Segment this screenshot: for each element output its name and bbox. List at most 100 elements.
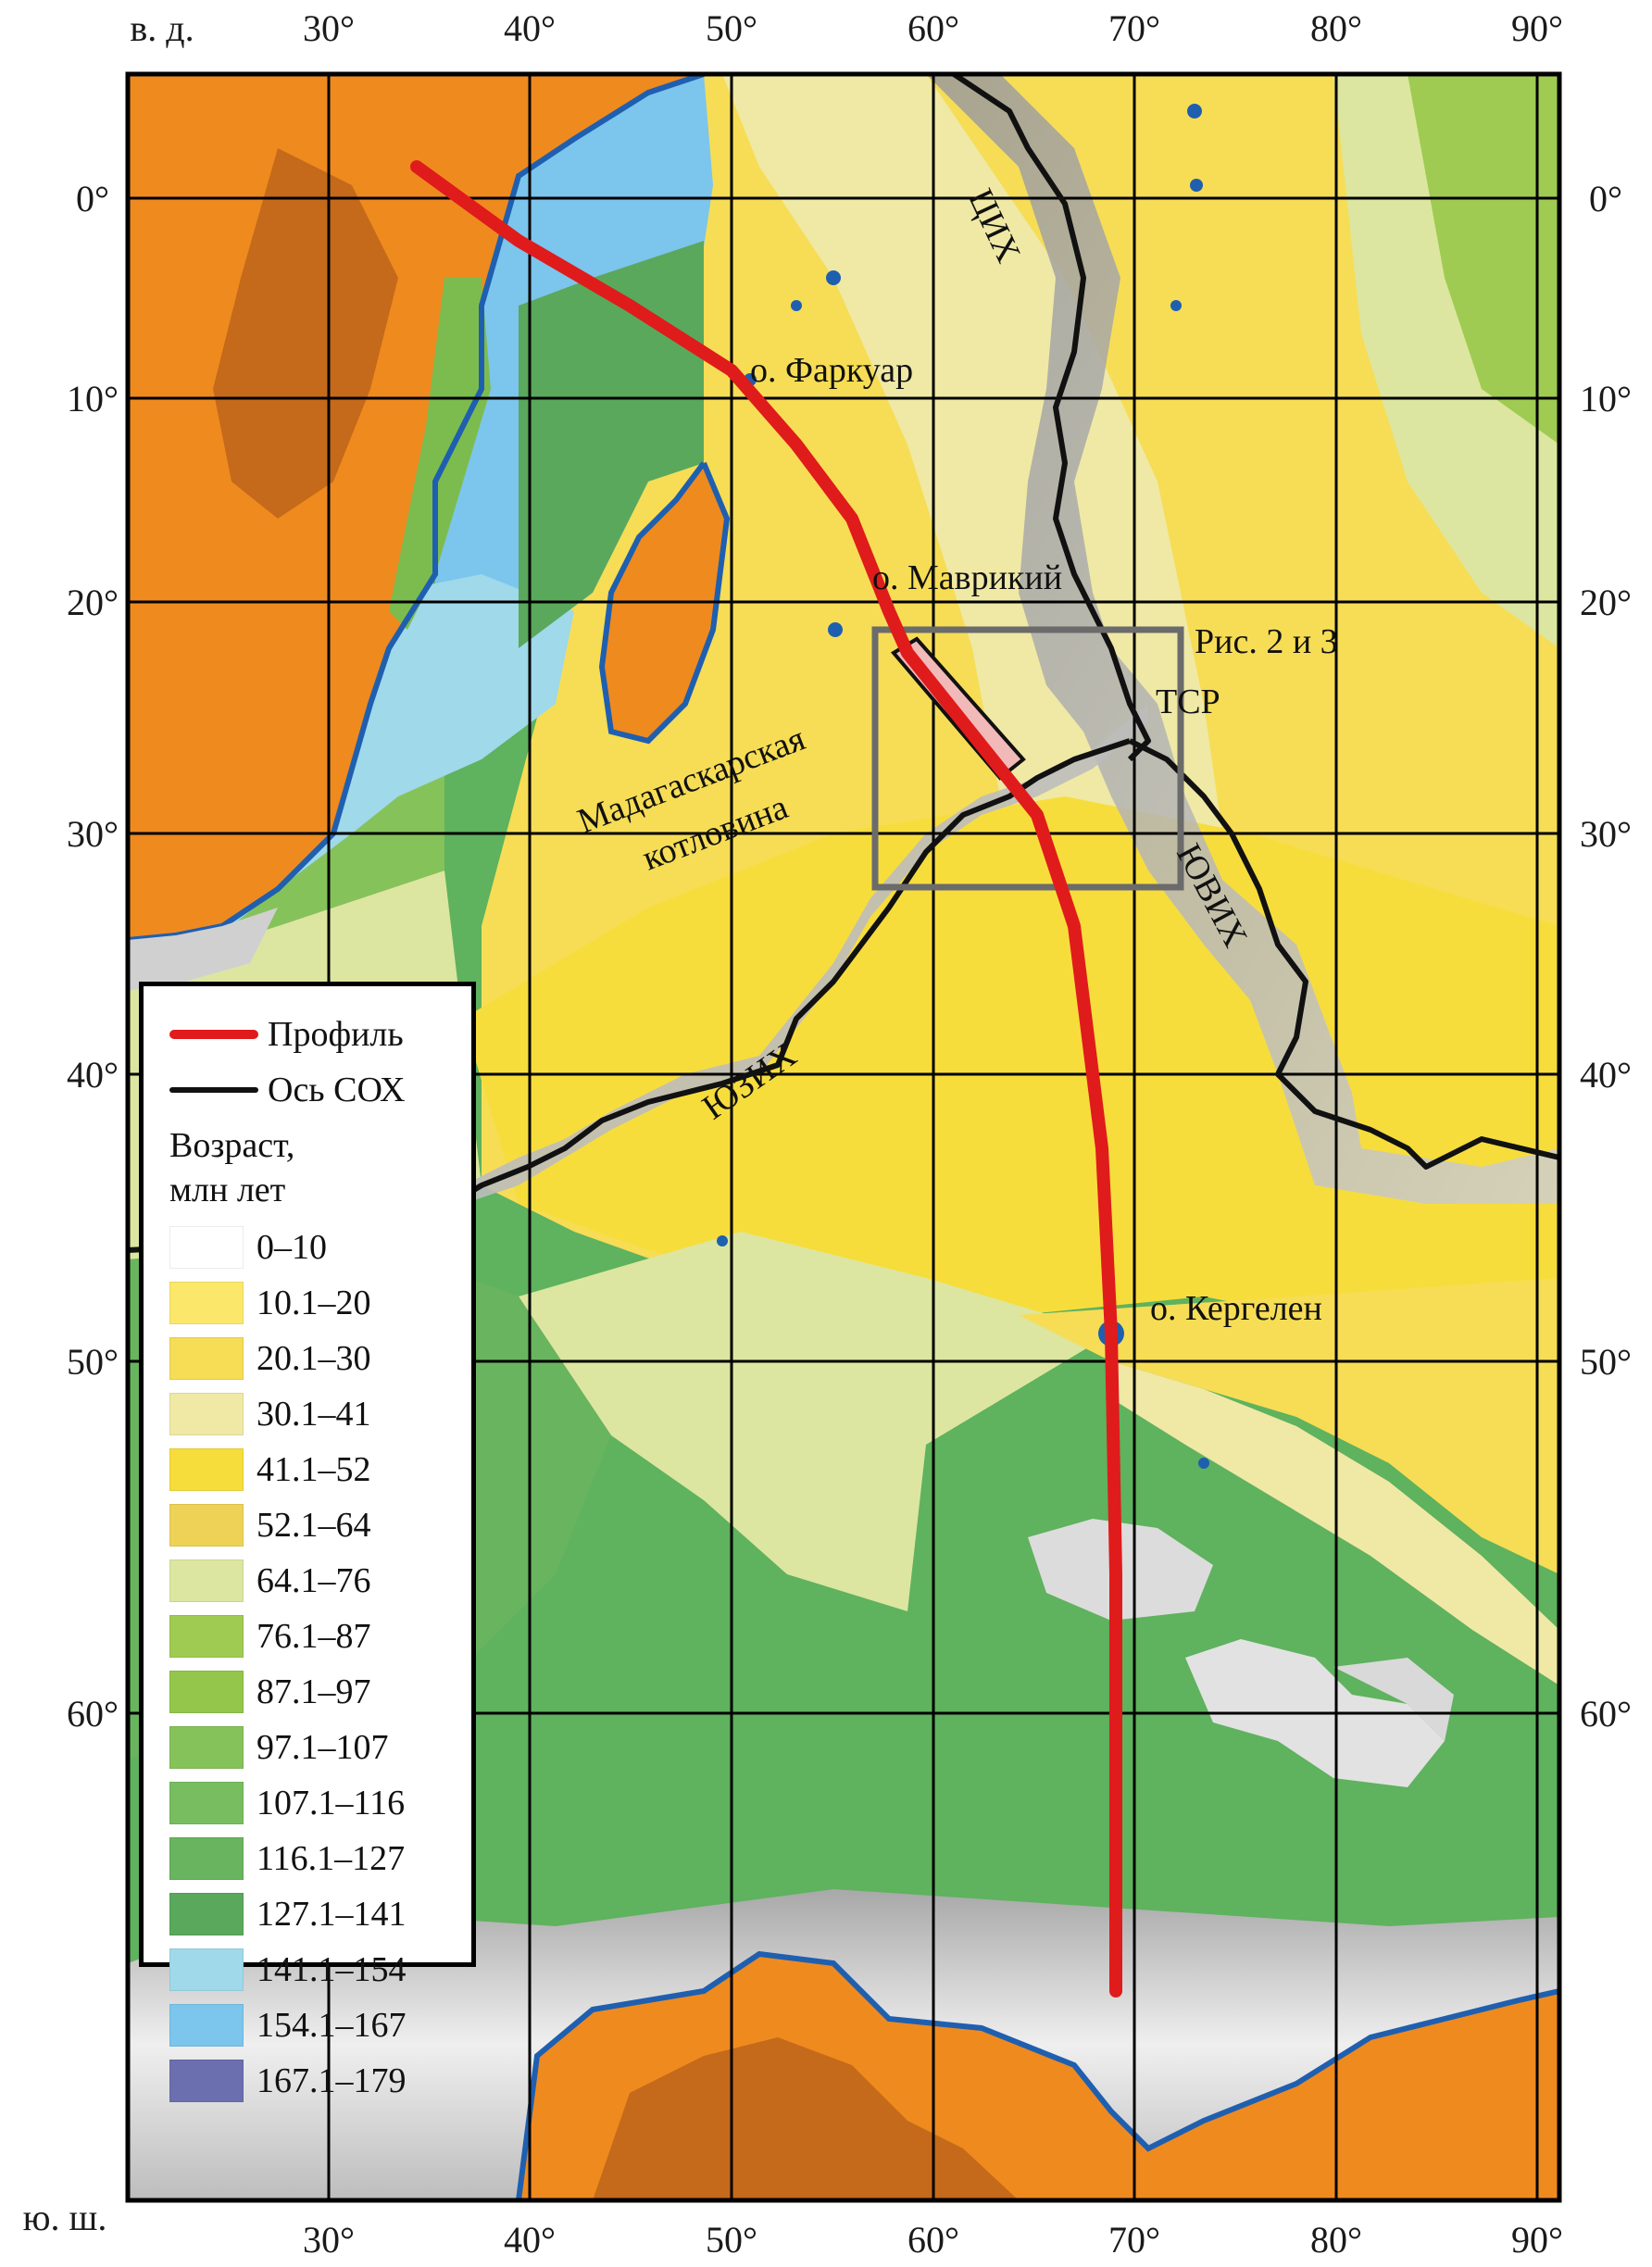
legend-age-row: 107.1–116: [169, 1775, 453, 1831]
legend-axis: Ось СОХ: [169, 1062, 453, 1118]
legend-age-swatch: [169, 1948, 244, 1991]
legend-age-row: 30.1–41: [169, 1386, 453, 1442]
longitude-label-top: 40°: [504, 7, 556, 49]
island-dot: [1170, 300, 1182, 311]
bottom-left-corner-label: ю. ш.: [23, 2197, 107, 2238]
legend-age-swatch: [169, 1615, 244, 1658]
legend-age-list: 0–10 10.1–20 20.1–30 30.1–41 41.1–52 52.1–64 6…: [169, 1220, 453, 2109]
antarctica-coast: [516, 1950, 1559, 2200]
longitude-label-bottom: 50°: [706, 2219, 757, 2261]
legend-age-label: 30.1–41: [257, 1395, 371, 1434]
label-farquhar: о. Фаркуар: [750, 351, 913, 390]
age-band-yellow-mid: [463, 796, 1559, 1334]
legend-age-title-line1: Возраст,: [169, 1126, 295, 1165]
age-band-yellow-south: [1019, 1278, 1559, 1574]
legend-age-swatch: [169, 1226, 244, 1269]
legend-axis-swatch: [169, 1087, 258, 1093]
longitude-label-top: 30°: [303, 7, 355, 49]
legend-age-row: 154.1–167: [169, 1998, 453, 2053]
legend-age-row: 87.1–97: [169, 1664, 453, 1720]
age-band-pale-mid: [519, 1232, 1111, 1611]
island-dot: [1198, 1458, 1209, 1469]
legend-age-row: 76.1–87: [169, 1609, 453, 1664]
legend-age-label: 116.1–127: [257, 1839, 406, 1878]
legend-age-swatch: [169, 1448, 244, 1491]
legend-age-label: 0–10: [257, 1228, 327, 1267]
latitude-label-left: 60°: [67, 1693, 119, 1735]
island-dot: [717, 1235, 728, 1246]
latitude-label-left: 50°: [67, 1341, 119, 1383]
cih-gray-zone: [926, 74, 1559, 1204]
south-africa-gray: [128, 908, 278, 991]
latitude-label-left: 40°: [67, 1054, 119, 1096]
legend-profile: Профиль: [169, 1007, 453, 1062]
island-dot: [1187, 104, 1202, 119]
longitude-label-top: 70°: [1108, 7, 1160, 49]
mauritius-dot: [828, 622, 843, 637]
label-mauritius: о. Маврикий: [872, 558, 1062, 597]
latitude-label-right: 60°: [1580, 1693, 1632, 1735]
madagascar-coast: [598, 461, 731, 745]
legend-age-row: 0–10: [169, 1220, 453, 1275]
antarctica-inner: [593, 2037, 1019, 2200]
legend-age-swatch: [169, 2004, 244, 2047]
legend-age-swatch: [169, 1837, 244, 1880]
legend-age-label: 87.1–97: [257, 1672, 371, 1711]
latitude-label-left: 30°: [67, 813, 119, 855]
island-dot: [826, 270, 841, 285]
label-kerguelen: о. Кергелен: [1150, 1289, 1322, 1328]
axis-labels: 30° 30° 40° 40° 50° 50° 60° 60° 70° 70° 80° 80° 90° 9…: [23, 7, 1632, 2261]
legend-age-swatch: [169, 1504, 244, 1547]
legend-age-row: 41.1–52: [169, 1442, 453, 1497]
africa-green-rift: [389, 278, 491, 630]
longitude-label-top: 50°: [706, 7, 757, 49]
legend-age-row: 127.1–141: [169, 1886, 453, 1942]
longitude-label-bottom: 80°: [1310, 2219, 1362, 2261]
legend-age-label: 41.1–52: [257, 1450, 371, 1489]
africa-coast: [128, 74, 705, 943]
latitude-label-right: 10°: [1580, 378, 1632, 420]
legend-age-swatch: [169, 1782, 244, 1824]
latitude-label-left: 20°: [67, 582, 119, 623]
legend-age-label: 127.1–141: [257, 1895, 407, 1934]
legend-profile-label: Профиль: [268, 1015, 404, 1054]
legend-age-swatch: [169, 1337, 244, 1380]
label-figure-ref: Рис. 2 и 3: [1195, 622, 1338, 661]
longitude-label-top: 60°: [907, 7, 959, 49]
legend-age-label: 167.1–179: [257, 2061, 407, 2100]
legend-age-swatch: [169, 1893, 244, 1935]
somali-green: [519, 241, 704, 648]
latitude-label-right: 0°: [1589, 178, 1622, 219]
age-band-green-ne: [1408, 74, 1559, 445]
figure-ref-box: [871, 626, 1184, 891]
longitude-label-bottom: 30°: [303, 2219, 355, 2261]
legend-age-label: 64.1–76: [257, 1561, 371, 1600]
label-tsr: ТСР: [1156, 683, 1220, 721]
profile-line: [410, 160, 1122, 1998]
legend-age-label: 76.1–87: [257, 1617, 371, 1656]
ridge-axis-yuvih: [1128, 738, 1560, 1170]
legend-age-swatch: [169, 1671, 244, 1713]
legend-age-row: 116.1–127: [169, 1831, 453, 1886]
legend-age-row: 52.1–64: [169, 1497, 453, 1553]
graticule: [128, 74, 1559, 2200]
legend-profile-swatch: [169, 1030, 258, 1039]
legend-age-label: 20.1–30: [257, 1339, 371, 1378]
longitude-label-top: 90°: [1511, 7, 1563, 49]
longitude-label-bottom: 70°: [1108, 2219, 1160, 2261]
legend-age-row: 10.1–20: [169, 1275, 453, 1331]
legend-age-row: 20.1–30: [169, 1331, 453, 1386]
legend-age-label: 52.1–64: [257, 1506, 371, 1545]
legend: Профиль Ось СОХ Возраст, млн лет 0–10 10.…: [139, 982, 476, 2102]
latitude-label-left: 10°: [67, 378, 119, 420]
legend-age-row: 97.1–107: [169, 1720, 453, 1775]
island-dot: [1190, 179, 1203, 192]
legend-age-label: 141.1–154: [257, 1950, 407, 1989]
latitude-label-right: 20°: [1580, 582, 1632, 623]
legend-age-swatch: [169, 1393, 244, 1435]
legend-age-title: Возраст, млн лет: [169, 1123, 453, 1212]
legend-age-label: 107.1–116: [257, 1784, 406, 1822]
legend-age-row: 64.1–76: [169, 1553, 453, 1609]
longitude-label-top: 80°: [1310, 7, 1362, 49]
top-left-corner-label: в. д.: [130, 7, 194, 49]
